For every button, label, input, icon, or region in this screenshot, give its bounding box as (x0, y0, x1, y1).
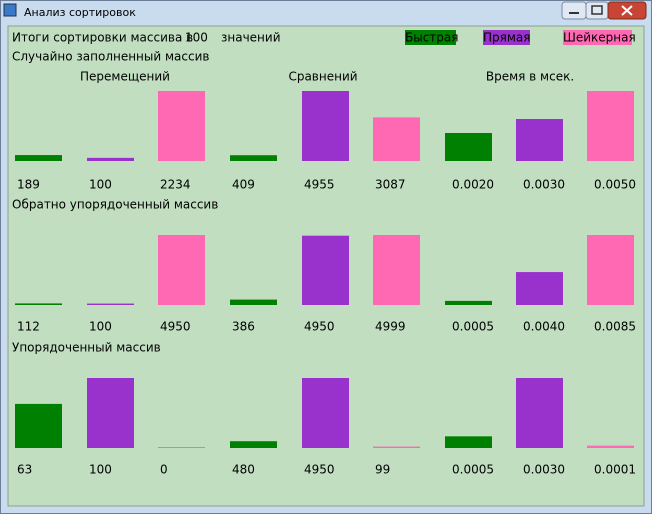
value-label: 0.0040 (523, 320, 565, 334)
bar (302, 235, 349, 305)
bar (158, 91, 205, 161)
value-label: 0.0020 (452, 178, 494, 192)
header-prefix: Итоги сортировки массива в (12, 31, 193, 45)
legend-swatch (405, 30, 456, 45)
value-label: 99 (375, 463, 390, 477)
bar (15, 403, 62, 448)
bar (587, 235, 634, 305)
bar (230, 299, 277, 305)
bar (516, 378, 563, 448)
bar (587, 445, 634, 448)
value-label: 0.0005 (452, 463, 494, 477)
value-label: 189 (17, 178, 40, 192)
legend-swatch (483, 30, 530, 45)
bar (87, 157, 134, 161)
value-label: 112 (17, 320, 40, 334)
metric-header: Перемещений (80, 70, 170, 84)
bar (445, 133, 492, 161)
window-icon (3, 3, 17, 17)
window-title: Анализ сортировок (24, 6, 136, 19)
value-label: 0.0030 (523, 463, 565, 477)
bar (516, 272, 563, 305)
bar (445, 300, 492, 305)
bar (158, 447, 205, 448)
value-label: 0 (160, 463, 168, 477)
header-suffix: значений (221, 31, 281, 45)
value-label: 0.0001 (594, 463, 636, 477)
bar (87, 303, 134, 305)
legend-swatch (563, 30, 632, 45)
value-label: 100 (89, 178, 112, 192)
bar (302, 91, 349, 161)
value-label: 100 (89, 320, 112, 334)
bar (15, 303, 62, 305)
value-label: 3087 (375, 178, 406, 192)
legend-label: Шейкерная (563, 31, 636, 45)
maximize-icon (591, 5, 603, 15)
legend-label: Быстрая (405, 31, 458, 45)
bar (445, 436, 492, 448)
bar (587, 91, 634, 161)
metric-header: Время в мсек. (486, 70, 574, 84)
value-label: 0.0050 (594, 178, 636, 192)
value-label: 0.0005 (452, 320, 494, 334)
close-icon (621, 5, 633, 16)
value-label: 4950 (304, 320, 335, 334)
bar (373, 446, 420, 448)
value-label: 2234 (160, 178, 191, 192)
bar (302, 378, 349, 448)
section-title: Упорядоченный массив (12, 341, 161, 355)
maximize-button[interactable] (585, 1, 609, 20)
value-label: 0.0030 (523, 178, 565, 192)
value-label: 0.0085 (594, 320, 636, 334)
value-label: 4950 (160, 320, 191, 334)
value-label: 4999 (375, 320, 406, 334)
minimize-button[interactable] (561, 1, 587, 20)
value-label: 4950 (304, 463, 335, 477)
bar (373, 235, 420, 305)
bar (87, 378, 134, 448)
value-label: 100 (89, 463, 112, 477)
content: Быстрая Прямая Шейкерная Перемещений Сравнен… (12, 30, 636, 477)
bar (230, 441, 277, 448)
value-label: 4955 (304, 178, 335, 192)
value-label: 480 (232, 463, 255, 477)
section-title: Случайно заполненный массив (12, 50, 209, 64)
bar (373, 117, 420, 161)
header-count: 100 (185, 31, 208, 45)
bar (15, 155, 62, 161)
section-title: Обратно упорядоченный массив (12, 198, 218, 212)
legend-label: Прямая (483, 31, 530, 45)
bar (516, 119, 563, 161)
value-label: 386 (232, 320, 255, 334)
value-label: 409 (232, 178, 255, 192)
metric-header: Сравнений (288, 70, 357, 84)
value-label: 63 (17, 463, 32, 477)
bar (230, 155, 277, 161)
bar (158, 235, 205, 305)
